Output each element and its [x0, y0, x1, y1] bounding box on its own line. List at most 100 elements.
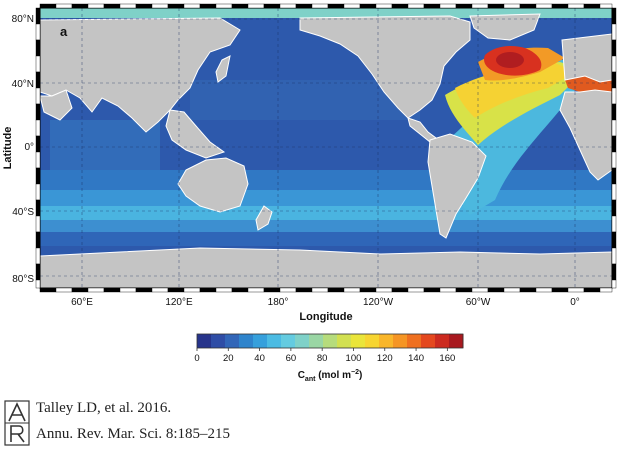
- frame-segment: [519, 287, 537, 293]
- frame-segment: [611, 23, 617, 41]
- frame-segment: [583, 287, 601, 293]
- eurasia: [40, 17, 241, 133]
- frame-segment: [611, 263, 617, 281]
- frame-segment: [327, 287, 345, 293]
- frame-segment: [503, 287, 521, 293]
- frame-segment: [535, 3, 553, 9]
- frame-segment: [375, 287, 393, 293]
- frame-segment: [359, 3, 377, 9]
- frame-segment: [71, 287, 89, 293]
- frame-segment: [151, 3, 169, 9]
- frame-segment: [135, 3, 153, 9]
- frame-segment: [471, 3, 489, 9]
- frame-segment: [151, 287, 169, 293]
- colorbar-swatch: [337, 334, 352, 348]
- frame-segment: [247, 287, 265, 293]
- colorbar-swatch: [309, 334, 324, 348]
- frame-segment: [611, 71, 617, 89]
- colorbar-swatch: [365, 334, 380, 348]
- colorbar-swatch: [225, 334, 240, 348]
- frame-segment: [119, 3, 137, 9]
- colorbar-swatch: [211, 334, 226, 348]
- frame-segment: [567, 3, 585, 9]
- frame-segment: [295, 287, 313, 293]
- frame-segment: [535, 287, 553, 293]
- colorbar-swatch: [295, 334, 310, 348]
- colorbar-tick-label: 140: [408, 353, 424, 364]
- frame-segment: [391, 3, 409, 9]
- frame-segment: [423, 3, 441, 9]
- frame-segment: [279, 287, 297, 293]
- frame-segment: [599, 287, 613, 293]
- frame-segment: [611, 199, 617, 217]
- colorbar-swatch: [393, 334, 408, 348]
- southeast-asia: [165, 109, 226, 159]
- frame-segment: [611, 231, 617, 249]
- y-tick-80s: 80°S: [12, 274, 34, 285]
- colorbar-tick-label: 160: [439, 353, 455, 364]
- frame-segment: [199, 3, 217, 9]
- frame-ticks: [35, 3, 617, 293]
- frame-segment: [611, 247, 617, 265]
- frame-segment: [71, 3, 89, 9]
- colorbar-label: Cant (mol m−2): [298, 369, 363, 383]
- frame-segment: [611, 151, 617, 169]
- x-tick-60e: 60°E: [71, 297, 93, 308]
- x-tick-120w: 120°W: [363, 297, 394, 308]
- frame-segment: [599, 3, 613, 9]
- frame-segment: [551, 287, 569, 293]
- japan: [215, 55, 231, 83]
- frame-segment: [215, 3, 233, 9]
- colorbar-tick-label: 0: [194, 353, 199, 364]
- frame-segment: [87, 287, 105, 293]
- colorbar-swatch: [351, 334, 366, 348]
- frame-segment: [215, 287, 233, 293]
- frame-segment: [455, 287, 473, 293]
- frame-segment: [55, 3, 73, 9]
- frame-segment: [183, 287, 201, 293]
- frame-segment: [87, 3, 105, 9]
- frame-segment: [423, 287, 441, 293]
- western-europe-africa-north: [561, 33, 612, 83]
- north-america: [299, 15, 471, 119]
- x-axis-title: Longitude: [299, 311, 352, 323]
- arabia: [40, 89, 73, 121]
- frame-segment: [611, 103, 617, 121]
- north-atlantic-core: [496, 52, 524, 68]
- frame-segment: [407, 287, 425, 293]
- frame-segment: [611, 7, 617, 25]
- frame-segment: [103, 3, 121, 9]
- frame-segment: [263, 3, 281, 9]
- frame-segment: [611, 183, 617, 201]
- y-axis-title: Latitude: [2, 127, 14, 170]
- frame-segment: [311, 287, 329, 293]
- frame-segment: [263, 287, 281, 293]
- frame-segment: [35, 247, 41, 265]
- frame-segment: [567, 287, 585, 293]
- southern-ocean-band-2: [40, 190, 612, 206]
- frame-segment: [135, 287, 153, 293]
- frame-segment: [375, 3, 393, 9]
- frame-segment: [611, 279, 617, 289]
- frame-segment: [35, 199, 41, 217]
- colorbar-swatch: [407, 334, 422, 348]
- citation-journal: Annu. Rev. Mar. Sci. 8:185–215: [36, 426, 231, 442]
- colorbar-tick-label: 80: [317, 353, 328, 364]
- colorbar-swatch: [281, 334, 296, 348]
- frame-segment: [167, 287, 185, 293]
- colorbar-tick-label: 120: [377, 353, 393, 364]
- x-tick-0: 0°: [570, 297, 580, 308]
- frame-segment: [487, 287, 505, 293]
- mediterranean-sea: [565, 76, 612, 92]
- y-tick-40s: 40°S: [12, 207, 34, 218]
- colorbar-swatch: [379, 334, 394, 348]
- frame-segment: [199, 287, 217, 293]
- frame-segment: [103, 287, 121, 293]
- frame-segment: [55, 287, 73, 293]
- colorbar: 0 20 40 60 80 100 120 140 160 Cant (mol m−2): [194, 333, 464, 383]
- frame-segment: [167, 3, 185, 9]
- colorbar-frame: [196, 333, 464, 349]
- australia: [177, 157, 249, 213]
- panel-letter: a: [60, 24, 68, 39]
- frame-segment: [487, 3, 505, 9]
